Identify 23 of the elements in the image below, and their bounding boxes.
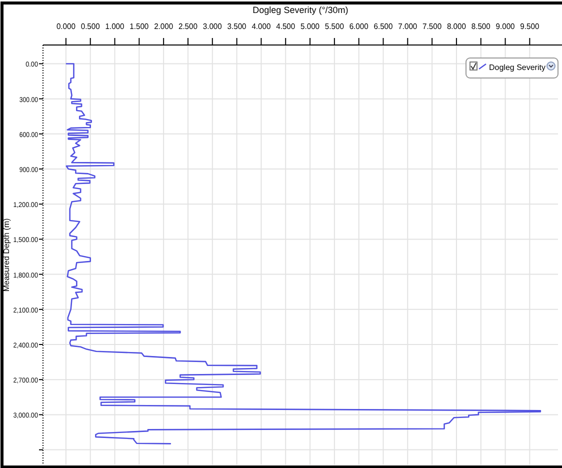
y-axis-title: Measured Depth (m) — [2, 218, 11, 292]
x-tick-label: 6.500 — [374, 22, 394, 31]
x-tick-label: 3.000 — [202, 22, 223, 31]
x-tick-label: 4.000 — [252, 22, 272, 31]
x-tick-label: 2.000 — [154, 22, 174, 31]
x-tick-label: 9.500 — [520, 22, 540, 31]
x-tick-label: 1.000 — [105, 22, 126, 31]
x-tick-label: 3.500 — [227, 22, 248, 31]
x-tick-label: 6.000 — [349, 22, 370, 31]
x-tick-label: 2.500 — [178, 22, 199, 31]
x-tick-label: 0.500 — [80, 22, 101, 31]
x-tick-label: 7.500 — [422, 22, 443, 31]
x-tick-label: 5.500 — [324, 22, 345, 31]
x-tick-label: 5.000 — [300, 22, 321, 31]
x-tick-label: 8.500 — [471, 22, 492, 31]
x-tick-label: 1.500 — [130, 22, 150, 31]
legend-label: Dogleg Severity — [489, 63, 546, 72]
x-tick-label: 0.000 — [56, 22, 76, 31]
x-tick-label: 9.000 — [496, 22, 516, 31]
x-axis-title: Dogleg Severity (°/30m) — [252, 5, 348, 15]
x-tick-label: 4.500 — [276, 22, 296, 31]
x-tick-label: 8.000 — [446, 22, 467, 31]
x-tick-label: 7.000 — [398, 22, 418, 31]
